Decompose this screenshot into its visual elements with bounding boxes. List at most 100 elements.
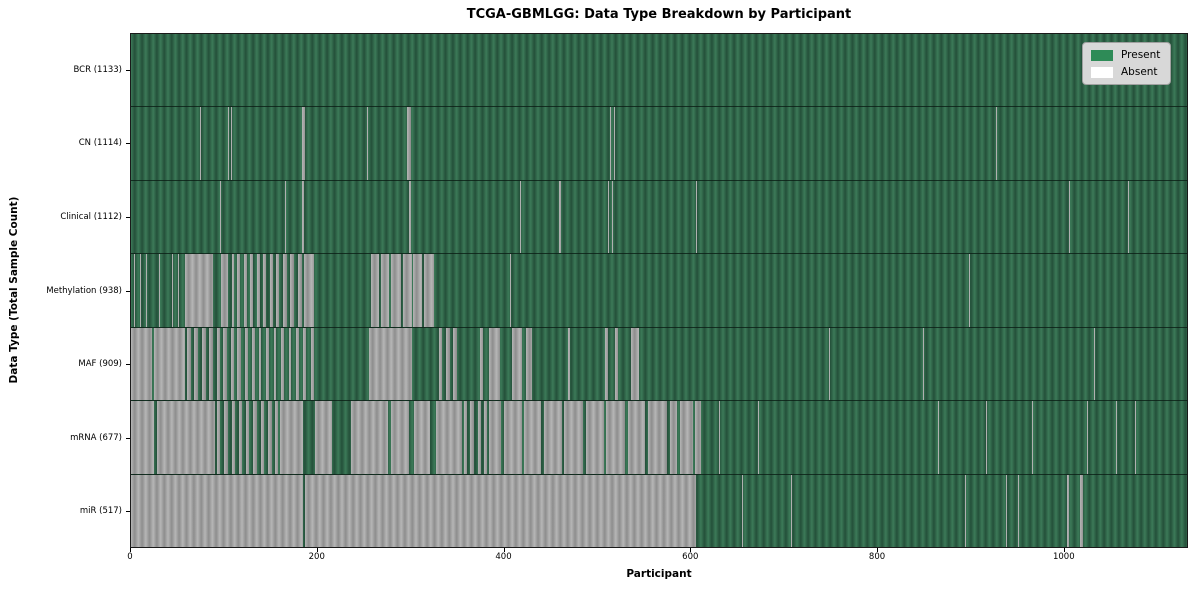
absent-segment — [488, 327, 501, 401]
heatmap-row-mRNA — [131, 400, 1187, 474]
absent-segment — [252, 327, 255, 401]
absent-segment — [614, 327, 618, 401]
absent-segment — [158, 254, 160, 327]
plot-area — [130, 33, 1188, 548]
absent-segment — [613, 107, 615, 180]
absent-segment — [488, 401, 501, 474]
legend-label-present: Present — [1121, 49, 1161, 61]
x-tick-label-1000: 1000 — [1052, 552, 1075, 562]
x-tick-mark — [1063, 548, 1065, 552]
chart-title: TCGA-GBMLGG: Data Type Breakdown by Part… — [466, 7, 852, 22]
absent-segment — [288, 327, 292, 401]
absent-segment — [606, 401, 625, 474]
absent-segment — [157, 401, 215, 474]
absent-segment — [275, 401, 279, 474]
absent-segment — [611, 180, 613, 254]
absent-segment — [503, 401, 523, 474]
absent-segment — [438, 327, 443, 401]
absent-segment — [1116, 401, 1118, 474]
x-axis-label: Participant — [626, 568, 692, 580]
absent-segment — [608, 180, 610, 254]
absent-segment — [1068, 180, 1070, 254]
absent-segment — [1032, 401, 1034, 474]
y-tick-label-MAF: MAF (909) — [78, 359, 122, 370]
absent-segment — [413, 254, 422, 327]
absent-segment — [247, 107, 249, 180]
absent-segment — [216, 401, 221, 474]
heatmap-row-miR — [131, 473, 1187, 547]
absent-segment — [366, 107, 368, 180]
absent-segment — [302, 180, 305, 254]
absent-segment — [435, 401, 462, 474]
absent-segment — [391, 254, 402, 327]
absent-segment — [1087, 401, 1089, 474]
absent-segment — [519, 180, 521, 254]
absent-segment — [1069, 254, 1071, 327]
absent-segment — [223, 327, 227, 401]
y-tick-label-Clinical: Clinical (1112) — [60, 211, 122, 222]
absent-segment — [568, 327, 570, 401]
x-tick-label-600: 600 — [682, 552, 699, 562]
absent-segment — [194, 327, 199, 401]
absent-segment — [484, 401, 488, 474]
absent-segment — [790, 474, 792, 547]
absent-segment — [263, 254, 267, 327]
x-tick-label-800: 800 — [868, 552, 886, 562]
absent-segment — [209, 327, 213, 401]
legend-swatch-absent-icon — [1091, 66, 1113, 78]
absent-segment — [403, 254, 412, 327]
absent-segment — [477, 401, 482, 474]
absent-segment — [423, 254, 434, 327]
absent-segment — [310, 327, 314, 401]
absent-segment — [301, 107, 306, 180]
absent-segment — [237, 254, 241, 327]
heatmap-row-MAF — [131, 326, 1187, 401]
absent-segment — [938, 401, 940, 474]
absent-segment — [414, 401, 431, 474]
absent-segment — [470, 401, 474, 474]
absent-segment — [526, 327, 532, 401]
absent-segment — [305, 474, 696, 547]
absent-segment — [965, 474, 967, 547]
y-tick-label-BCR: BCR (1133) — [73, 64, 123, 75]
absent-segment — [479, 327, 484, 401]
absent-segment — [1006, 474, 1008, 547]
absent-segment — [968, 254, 970, 327]
y-tick-mark — [126, 364, 130, 366]
y-tick-label-Methylation: Methylation (938) — [46, 285, 122, 296]
absent-segment — [199, 107, 201, 180]
absent-segment — [231, 401, 236, 474]
absent-segment — [463, 401, 467, 474]
absent-segment — [408, 180, 411, 254]
absent-segment — [742, 474, 744, 547]
absent-segment — [201, 327, 206, 401]
absent-segment — [303, 327, 307, 401]
absent-segment — [391, 401, 409, 474]
absent-segment — [273, 327, 277, 401]
absent-segment — [585, 401, 604, 474]
absent-segment — [290, 254, 295, 327]
absent-segment — [145, 254, 147, 327]
legend-swatch-present-icon — [1091, 49, 1113, 61]
absent-segment — [276, 254, 280, 327]
absent-segment — [923, 327, 925, 401]
absent-segment — [610, 107, 611, 180]
absent-segment — [695, 180, 697, 254]
absent-segment — [282, 254, 287, 327]
absent-segment — [281, 327, 284, 401]
absent-segment — [140, 254, 142, 327]
y-tick-mark — [126, 437, 130, 439]
absent-segment — [564, 401, 584, 474]
absent-segment — [1018, 474, 1020, 547]
absent-segment — [230, 327, 234, 401]
heatmap-row-BCR — [131, 34, 1187, 107]
absent-segment — [186, 327, 191, 401]
absent-segment — [280, 401, 304, 474]
y-tick-label-miR: miR (517) — [79, 506, 122, 517]
x-tick-mark — [130, 548, 131, 552]
absent-segment — [985, 401, 987, 474]
absent-segment — [131, 327, 153, 401]
absent-segment — [314, 401, 333, 474]
absent-segment — [719, 401, 721, 474]
